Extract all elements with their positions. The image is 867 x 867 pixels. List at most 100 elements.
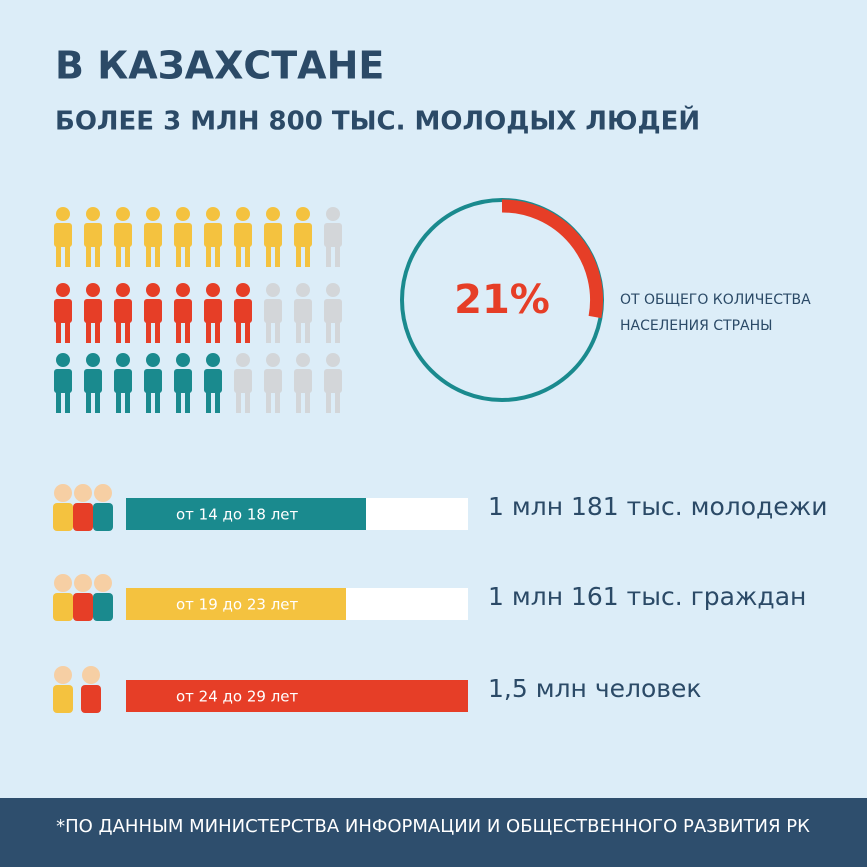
leg [125,245,130,267]
icon-body [53,685,73,713]
head [236,283,250,297]
leg [86,245,91,267]
body [294,223,312,247]
leg [266,245,271,267]
person-icon [174,283,192,343]
age-label: от 24 до 29 лет [176,688,299,706]
leg [155,391,160,413]
leg [305,245,310,267]
leg [125,321,130,343]
body [234,299,252,323]
body [264,299,282,323]
people-grid [54,207,342,413]
person-icon [54,207,72,267]
leg [95,321,100,343]
head [206,283,220,297]
leg [185,321,190,343]
head [296,283,310,297]
body [114,299,132,323]
body [84,369,102,393]
head [266,207,280,221]
leg [206,245,211,267]
person-icon [324,353,342,413]
head [116,353,130,367]
person-icon [114,283,132,343]
body [54,223,72,247]
head [296,353,310,367]
person-icon [204,283,222,343]
person-icon [54,353,72,413]
leg [296,321,301,343]
head [86,353,100,367]
leg [326,391,331,413]
head [296,207,310,221]
person-icon [114,207,132,267]
leg [266,321,271,343]
body [234,223,252,247]
body [84,223,102,247]
leg [326,245,331,267]
person-icon [174,207,192,267]
person-icon [264,283,282,343]
body [114,369,132,393]
body [54,299,72,323]
person-icon [204,353,222,413]
person-icon [84,207,102,267]
leg [335,245,340,267]
icon-body [73,593,93,621]
leg [146,321,151,343]
head [176,207,190,221]
leg [266,391,271,413]
leg [275,321,280,343]
body [324,369,342,393]
leg [56,391,61,413]
head [116,283,130,297]
leg [275,391,280,413]
body [204,369,222,393]
icon-head [82,666,100,684]
person-icon [144,353,162,413]
share-caption: ОТ ОБЩЕГО КОЛИЧЕСТВА [620,292,811,308]
body [264,369,282,393]
leg [116,321,121,343]
head [326,207,340,221]
body [204,299,222,323]
head [236,207,250,221]
head [56,207,70,221]
leg [125,391,130,413]
person-icon [264,207,282,267]
leg [146,245,151,267]
person-icon [144,207,162,267]
head [56,353,70,367]
body [324,299,342,323]
leg [95,245,100,267]
leg [155,321,160,343]
share-value: 21% [454,277,550,323]
icon-body [73,503,93,531]
body [234,369,252,393]
head [146,207,160,221]
body [264,223,282,247]
body [294,369,312,393]
leg [86,321,91,343]
body [174,223,192,247]
person-icon [264,353,282,413]
icon-head [94,574,112,592]
body [84,299,102,323]
head [326,283,340,297]
leg [245,321,250,343]
count-label: 1 млн 181 тыс. молодежи [488,492,827,521]
leg [65,321,70,343]
body [324,223,342,247]
person-icon [174,353,192,413]
head [86,283,100,297]
body [144,299,162,323]
person-icon [294,207,312,267]
leg [215,321,220,343]
person-icon [54,283,72,343]
leg [206,321,211,343]
icon-head [74,574,92,592]
person-icon [84,353,102,413]
head [56,283,70,297]
count-label: 1,5 млн человек [488,674,701,703]
